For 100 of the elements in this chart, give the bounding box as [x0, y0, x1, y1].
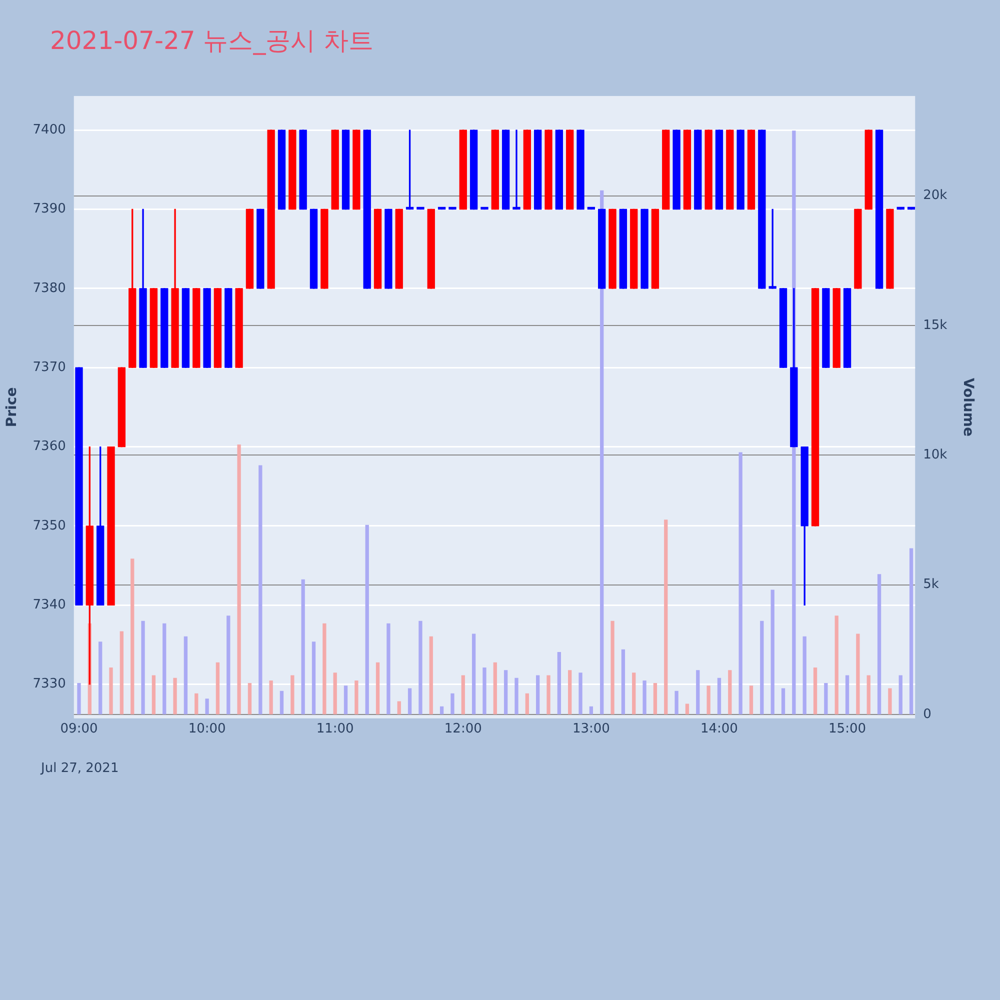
bar	[173, 678, 177, 714]
bar	[280, 690, 284, 714]
bar	[77, 683, 81, 714]
x-tick-label: 15:00	[828, 722, 866, 737]
bar	[738, 452, 742, 714]
y2-axis-title: Volume	[960, 378, 976, 436]
bar	[194, 693, 198, 714]
bar	[525, 693, 529, 714]
bar	[312, 642, 316, 714]
y-tick-label: 7330	[32, 676, 66, 692]
bar	[856, 634, 860, 714]
bar	[642, 680, 646, 714]
bar	[674, 690, 678, 714]
bar	[504, 670, 508, 714]
candlestick	[512, 130, 520, 210]
bar	[610, 620, 614, 714]
y2-tick-label: 20k	[923, 188, 948, 204]
bar	[557, 652, 561, 714]
y-tick-label: 7370	[32, 360, 66, 375]
bar	[877, 574, 882, 714]
bar	[429, 636, 433, 714]
y-tick-label: 7360	[32, 439, 66, 454]
bar	[290, 675, 294, 714]
bar	[216, 662, 220, 714]
bar	[568, 670, 572, 714]
x-tick-label: 12:00	[444, 722, 482, 737]
bar	[109, 668, 113, 714]
bar	[344, 686, 348, 714]
bar	[717, 678, 722, 714]
bar	[770, 590, 774, 714]
bar	[386, 623, 390, 714]
bar	[248, 683, 252, 714]
bar	[696, 670, 700, 714]
bar	[450, 693, 454, 714]
bar	[376, 662, 380, 714]
bar	[589, 706, 594, 714]
bar	[898, 675, 902, 714]
bar	[834, 616, 838, 714]
bar	[205, 698, 209, 714]
x-tick-label: 09:00	[60, 722, 98, 737]
bar	[408, 688, 412, 714]
bar	[664, 520, 668, 714]
bar	[685, 704, 690, 714]
x-tick-label: 13:00	[572, 722, 610, 737]
bar	[749, 686, 754, 714]
y2-tick-label: 15k	[923, 318, 948, 333]
y-tick-label: 7350	[32, 518, 66, 534]
y2-tick-label: 10k	[923, 448, 948, 463]
chart-title: 2021-07-27 뉴스_공시 차트	[50, 25, 374, 57]
bar	[98, 642, 102, 714]
x-tick-label: 10:00	[188, 722, 226, 737]
bar	[813, 668, 818, 714]
bar	[728, 670, 732, 714]
bar	[365, 524, 369, 714]
y2-tick-label: 0	[923, 706, 932, 722]
y-tick-label: 7390	[32, 202, 66, 217]
y2-tick-label: 5k	[923, 577, 940, 592]
bar	[461, 675, 465, 714]
bar	[760, 620, 764, 714]
y-axis-title: Price	[4, 387, 20, 428]
bar	[546, 675, 550, 714]
bar	[397, 701, 401, 714]
bar	[888, 688, 892, 714]
y-tick-label: 7380	[32, 280, 66, 296]
text: Jul 27, 2021	[40, 760, 119, 776]
x-tick-label: 11:00	[316, 722, 354, 737]
bar	[258, 465, 262, 714]
bar	[824, 683, 828, 714]
y-tick-label: 7400	[32, 122, 66, 138]
bar	[120, 631, 124, 714]
bar	[354, 680, 358, 714]
bar	[269, 680, 273, 714]
bar	[333, 672, 337, 714]
bar	[802, 636, 806, 714]
bar	[152, 675, 156, 714]
bar	[301, 579, 305, 714]
bar	[226, 616, 230, 714]
bar	[184, 636, 188, 714]
y-tick-label: 7340	[32, 598, 66, 613]
bar	[632, 672, 636, 714]
bar	[141, 620, 145, 714]
bar	[909, 548, 914, 714]
bar	[440, 706, 444, 714]
bar	[322, 623, 326, 714]
bar	[130, 558, 134, 714]
bar	[781, 688, 786, 714]
x-tick-label: 14:00	[700, 722, 738, 737]
bar	[866, 675, 870, 714]
candlestick	[768, 208, 776, 289]
bar	[482, 668, 486, 714]
bar	[514, 678, 518, 714]
bar	[621, 649, 626, 714]
bar	[493, 662, 497, 714]
bar	[472, 634, 476, 714]
bar	[237, 444, 241, 714]
bar	[536, 675, 540, 714]
bar	[706, 686, 710, 714]
bar	[418, 620, 422, 714]
bar	[845, 675, 850, 714]
bar	[653, 683, 658, 714]
